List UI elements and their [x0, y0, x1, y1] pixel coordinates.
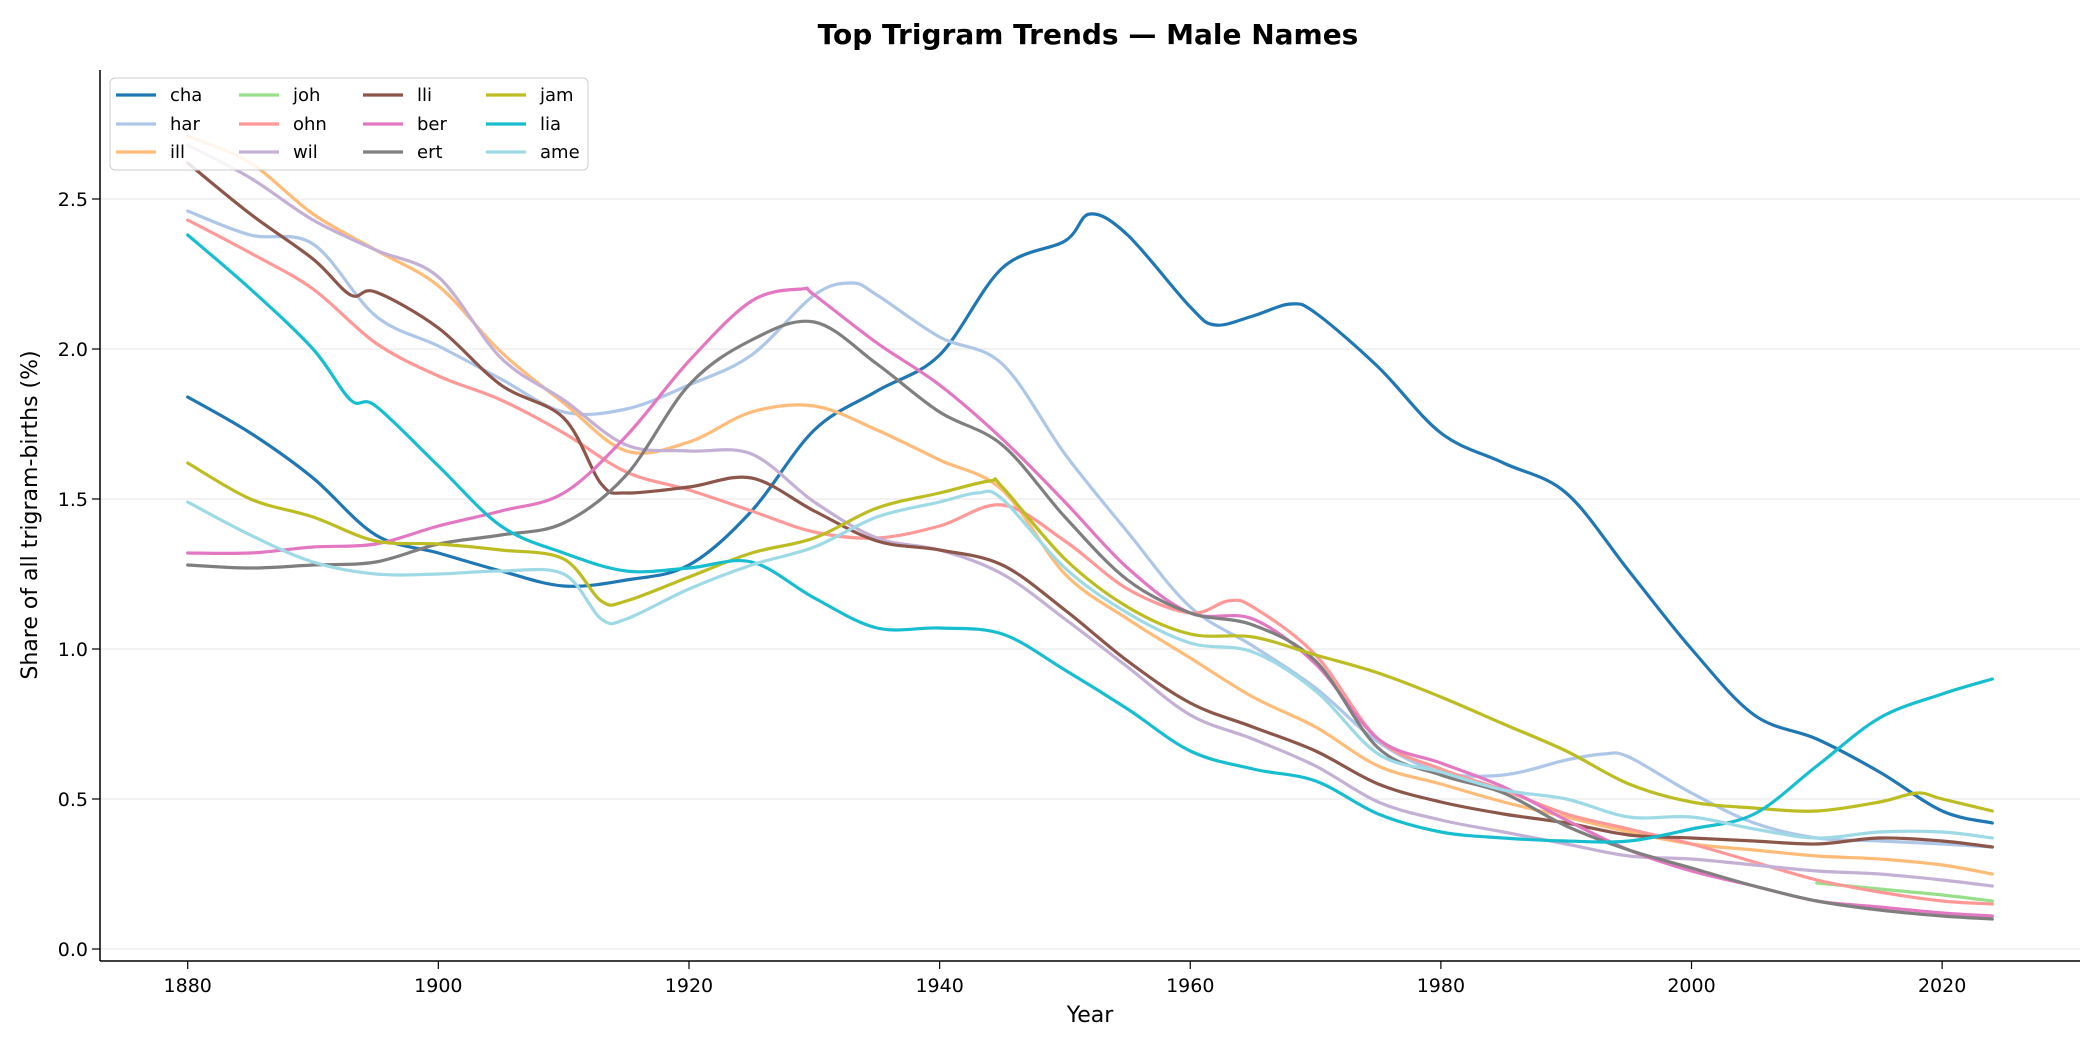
y-tick-label: 0.5 [58, 789, 88, 811]
series-line-har [186, 209, 1994, 849]
series-line-ohn [186, 218, 1994, 906]
legend-label-ame: ame [540, 142, 580, 163]
series-line-cha [186, 212, 1994, 825]
series-line-jam [186, 461, 1994, 813]
series-lines [186, 134, 1994, 921]
x-tick-label: 1960 [1166, 975, 1214, 997]
legend-label-joh: joh [292, 85, 320, 106]
series-line-ber [186, 286, 1994, 918]
series-line-lia [186, 233, 1994, 844]
legend-frame [109, 77, 589, 171]
series-line-ill [186, 134, 1994, 876]
y-tick-label: 2.0 [58, 339, 88, 361]
y-tick-label: 2.5 [58, 189, 88, 211]
x-tick-label: 1880 [164, 975, 212, 997]
legend-label-ert: ert [417, 142, 443, 163]
legend-label-cha: cha [170, 85, 202, 106]
x-ticks: 1880 1900 1920 1940 1960 1980 2000 2020 [164, 961, 1966, 997]
x-tick-label: 2000 [1667, 975, 1715, 997]
legend-label-wil: wil [293, 142, 318, 163]
x-axis-label: Year [1066, 1003, 1115, 1028]
legend-label-ohn: ohn [293, 114, 327, 135]
y-tick-label: 1.5 [58, 489, 88, 511]
y-axis-label: Share of all trigram-births (%) [18, 350, 43, 679]
y-tick-label: 1.0 [58, 639, 88, 661]
x-tick-label: 1900 [414, 975, 462, 997]
legend: cha har ill joh ohn wil lli ber ert jam lia ame [109, 77, 589, 171]
x-tick-label: 1940 [915, 975, 963, 997]
chart-title: Top Trigram Trends — Male Names [818, 18, 1359, 51]
x-tick-label: 2020 [1918, 975, 1966, 997]
x-tick-label: 1920 [665, 975, 713, 997]
series-line-lli [186, 161, 1994, 849]
legend-label-jam: jam [539, 85, 574, 106]
x-tick-label: 1980 [1417, 975, 1465, 997]
y-ticks: 0.0 0.5 1.0 1.5 2.0 2.5 [58, 189, 100, 961]
y-tick-label: 0.0 [58, 939, 88, 961]
series-line-ert [186, 319, 1994, 921]
legend-label-lia: lia [540, 114, 561, 135]
series-line-wil [186, 143, 1994, 888]
legend-label-lli: lli [417, 85, 432, 106]
legend-label-ill: ill [170, 142, 185, 163]
gridlines [100, 198, 2080, 950]
series-line-ame [186, 489, 1994, 840]
legend-label-ber: ber [417, 114, 448, 135]
legend-label-har: har [170, 114, 200, 135]
